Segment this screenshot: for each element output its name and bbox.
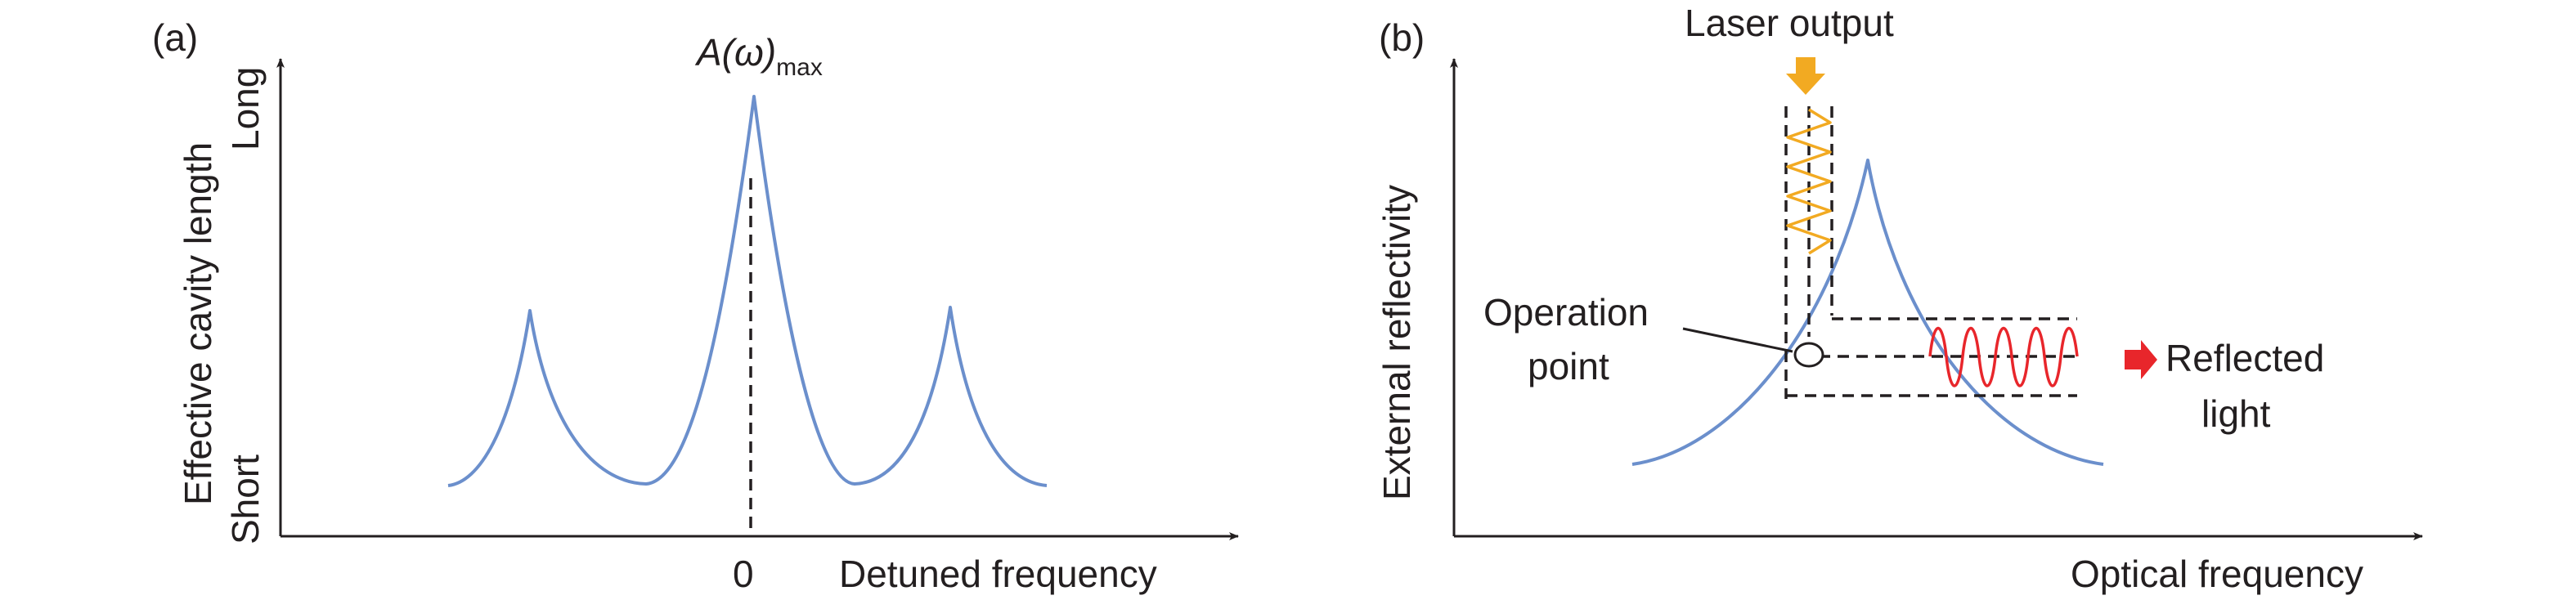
laser-output-label: Laser output	[1685, 2, 1894, 44]
reflected-light-label-line2: light	[2201, 392, 2271, 435]
panel-a-peak-label-main: A(ω)	[694, 31, 776, 74]
laser-output-wave	[1786, 108, 1832, 255]
reflected-light-wave	[1928, 327, 2079, 387]
panel-b-reflectivity-curve	[1631, 159, 2104, 466]
operation-point-marker	[1793, 342, 1824, 368]
panel-b-label: (b)	[1379, 16, 1425, 59]
panel-a-y-tick-short: Short	[224, 454, 267, 544]
panel-b-y-axis-label: External reflectivity	[1376, 185, 1418, 500]
panel-a: (a) Long Short Effective cavity length 0…	[152, 16, 1239, 595]
operation-point-label-line2: point	[1528, 345, 1609, 387]
panel-a-x-axis-label: Detuned frequency	[839, 553, 1157, 595]
panel-a-peak-label-sub: max	[776, 54, 823, 81]
panel-b-x-axis-label: Optical frequency	[2071, 553, 2363, 595]
panel-a-peak-label: A(ω)max	[694, 31, 823, 81]
panel-a-label: (a)	[152, 16, 198, 59]
laser-output-arrow-icon	[1786, 57, 1825, 95]
operation-point-leader-line	[1682, 327, 1793, 353]
panel-b: (b) External reflectivity Optical freque…	[1376, 2, 2423, 595]
reflected-light-label-line1: Reflected	[2165, 337, 2324, 379]
panel-a-x-tick-zero: 0	[733, 553, 754, 595]
reflected-light-arrow-icon	[2125, 340, 2157, 379]
panel-a-cavity-length-curve	[447, 95, 1048, 487]
operation-point-label-line1: Operation	[1483, 291, 1649, 334]
panel-a-y-axis-label: Effective cavity length	[177, 142, 219, 505]
panel-a-y-tick-long: Long	[224, 67, 267, 150]
